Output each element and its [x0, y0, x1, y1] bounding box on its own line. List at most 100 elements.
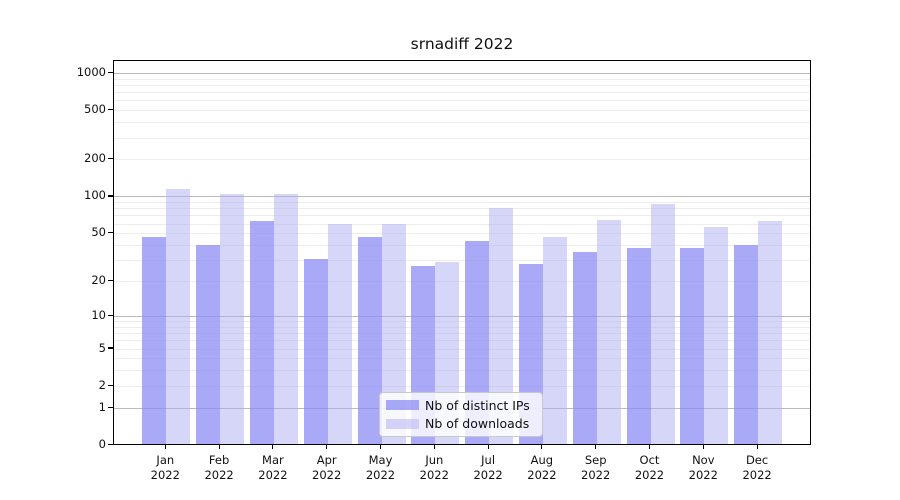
y-tick-mark [107, 406, 113, 408]
gridline-minor [114, 215, 810, 217]
x-tick-year: 2022 [204, 467, 234, 482]
gridline-minor [114, 385, 810, 387]
bar-may-distinct-ips [357, 237, 382, 444]
x-tick-year: 2022 [527, 467, 557, 482]
bar-oct-downloads [650, 204, 675, 444]
bar-aug-downloads [542, 237, 567, 444]
gridline-minor [114, 260, 810, 262]
x-tick-label-may: May 2022 [351, 453, 411, 483]
x-tick-mark [541, 444, 543, 450]
gridline-minor [114, 84, 810, 86]
gridline-minor [114, 358, 810, 360]
gridline-minor [114, 233, 810, 235]
gridline-minor [114, 348, 810, 350]
gridline-minor [114, 100, 810, 102]
y-tick-mark [107, 314, 113, 316]
bar-mar-distinct-ips [249, 221, 274, 444]
x-tick-year: 2022 [312, 467, 342, 482]
x-tick-label-apr: Apr 2022 [297, 453, 357, 483]
x-tick-year: 2022 [258, 467, 288, 482]
y-tick-mark [107, 232, 113, 234]
legend-label-downloads: Nb of downloads [425, 416, 530, 432]
x-tick-year: 2022 [419, 467, 449, 482]
bar-mar-downloads [273, 193, 298, 444]
y-tick-label: 1000 [76, 64, 106, 79]
gridline-minor [114, 223, 810, 225]
x-tick-mark [218, 444, 220, 450]
gridline-major [114, 315, 810, 317]
y-tick-label: 20 [91, 273, 106, 288]
bar-nov-downloads [704, 226, 729, 444]
gridline-minor [114, 92, 810, 94]
x-tick-mark [756, 444, 758, 450]
y-tick-mark [107, 443, 113, 446]
legend: Nb of distinct IPs Nb of downloads [379, 392, 543, 437]
bar-dec-distinct-ips [734, 244, 759, 444]
y-tick-mark [107, 347, 113, 349]
gridline-minor [114, 122, 810, 124]
y-tick-label: 0 [98, 437, 106, 451]
x-tick-mark [164, 444, 166, 450]
x-tick-mark [326, 444, 328, 450]
y-tick-label: 10 [91, 307, 106, 322]
x-tick-year: 2022 [150, 467, 180, 482]
x-tick-mark [272, 444, 274, 450]
gridline-minor [114, 245, 810, 246]
x-tick-mark [487, 444, 489, 450]
y-tick-label: 5 [98, 340, 106, 355]
x-tick-label-mar: Mar 2022 [243, 453, 303, 483]
legend-item-distinct-ips: Nb of distinct IPs [386, 397, 536, 413]
y-tick-label: 100 [84, 188, 106, 203]
y-tick-mark [107, 195, 113, 197]
y-tick-label: 2 [98, 377, 106, 392]
gridline-minor [114, 370, 810, 372]
plot-area [113, 60, 811, 445]
x-tick-label-nov: Nov 2022 [673, 453, 733, 483]
bar-apr-distinct-ips [303, 258, 328, 444]
x-tick-mark [433, 444, 435, 450]
gridline-minor [114, 333, 810, 335]
bar-jan-distinct-ips [142, 237, 167, 444]
bar-apr-downloads [327, 223, 352, 444]
gridline-minor [114, 137, 810, 139]
legend-swatch-downloads [386, 418, 419, 429]
x-tick-year: 2022 [688, 467, 718, 482]
x-tick-year: 2022 [365, 467, 396, 482]
bar-feb-downloads [220, 194, 245, 444]
gridline-minor [114, 281, 810, 283]
legend-swatch-distinct-ips [386, 400, 419, 411]
gridline-minor [114, 208, 810, 210]
x-tick-year: 2022 [742, 467, 772, 482]
legend-label-distinct-ips: Nb of distinct IPs [425, 397, 530, 413]
bar-oct-distinct-ips [626, 247, 651, 444]
gridline-minor [114, 202, 810, 204]
gridline-major [114, 196, 810, 198]
gridline-minor [114, 110, 810, 112]
x-tick-mark [595, 444, 597, 450]
x-tick-label-dec: Dec 2022 [727, 453, 787, 483]
x-tick-label-feb: Feb 2022 [189, 453, 249, 483]
x-tick-mark [648, 444, 651, 450]
x-tick-mark [379, 444, 382, 450]
y-tick-mark [107, 109, 113, 111]
gridline-minor [114, 340, 810, 342]
legend-item-downloads: Nb of downloads [386, 416, 536, 432]
x-tick-year: 2022 [634, 467, 665, 482]
x-tick-label-oct: Oct 2022 [620, 453, 680, 483]
gridline-minor [114, 326, 810, 328]
gridline-minor [114, 78, 810, 80]
bar-sep-downloads [596, 220, 621, 444]
gridline-major [114, 72, 810, 74]
x-tick-mark [702, 444, 704, 450]
x-tick-year: 2022 [473, 467, 503, 482]
x-tick-label-jan: Jan 2022 [135, 453, 195, 483]
x-tick-label-sep: Sep 2022 [566, 453, 626, 483]
y-tick-label: 50 [91, 225, 106, 240]
x-tick-year: 2022 [581, 467, 611, 482]
y-tick-mark [107, 384, 113, 386]
bar-nov-distinct-ips [680, 247, 705, 444]
bar-feb-distinct-ips [196, 244, 221, 444]
gridline-minor [114, 159, 810, 161]
y-tick-label: 200 [84, 151, 106, 166]
